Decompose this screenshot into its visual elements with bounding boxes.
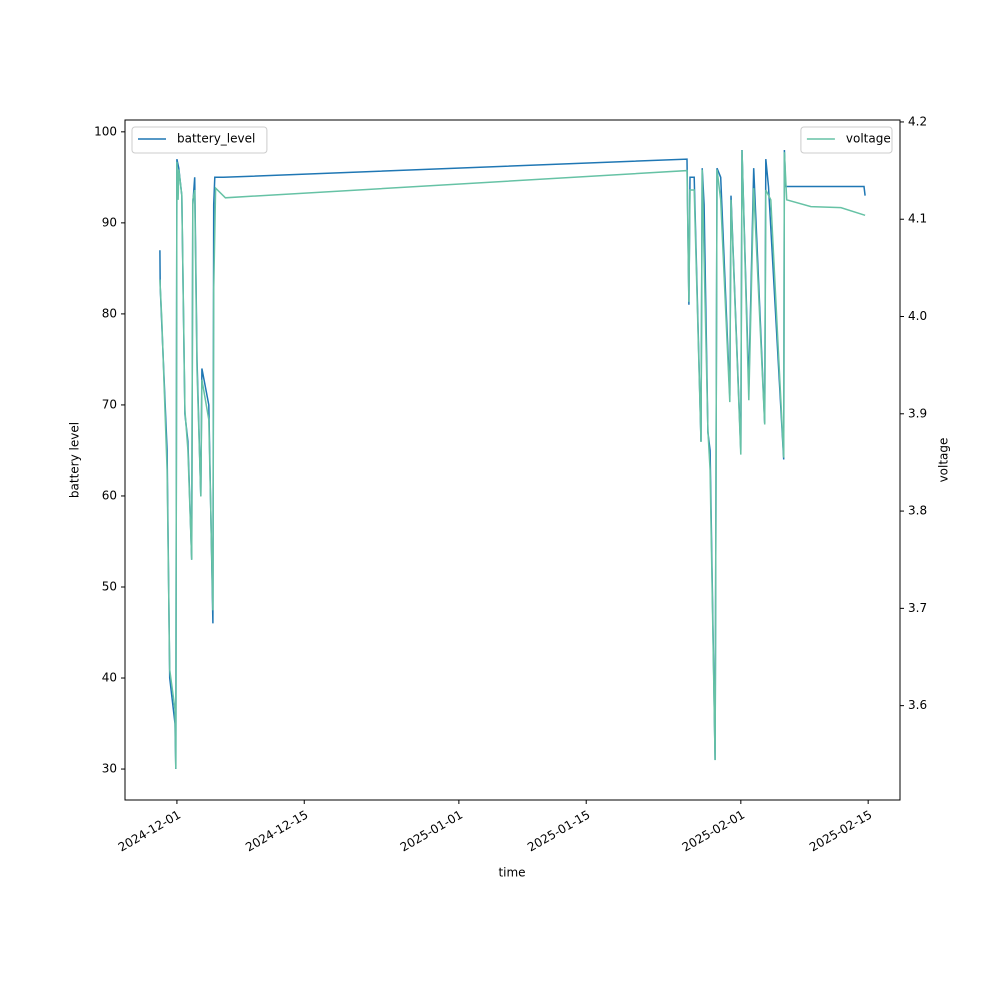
y2-tick-label: 3.7 — [908, 601, 927, 615]
y2-tick-label: 3.6 — [908, 698, 927, 712]
y-tick-label: 40 — [102, 671, 117, 685]
y2-tick-label: 3.8 — [908, 504, 927, 518]
y2-tick-label: 4.2 — [908, 114, 927, 128]
x-tick-label: 2024-12-15 — [243, 808, 310, 855]
y-tick-label: 30 — [102, 762, 117, 776]
x-tick-label: 2025-01-01 — [398, 808, 465, 855]
data-line — [159, 150, 866, 769]
y-tick-label: 90 — [102, 215, 117, 229]
y-tick-label: 60 — [102, 488, 117, 502]
legend-label: battery_level — [177, 132, 255, 146]
x-tick-label: 2024-12-01 — [116, 808, 183, 855]
y-tick-label: 100 — [94, 124, 117, 138]
y2-axis-label: voltage — [937, 438, 951, 483]
y2-tick-label: 3.9 — [908, 406, 927, 420]
y2-tick-label: 4.0 — [908, 309, 927, 323]
y2-tick-label: 4.1 — [908, 212, 927, 226]
legend-label: voltage — [846, 132, 891, 146]
legend-box — [131, 126, 268, 154]
data-line — [159, 149, 866, 770]
x-tick-label: 2025-02-15 — [807, 808, 874, 855]
x-tick-label: 2025-02-01 — [680, 808, 747, 855]
y-axis-label: battery level — [68, 422, 82, 498]
y-tick-label: 80 — [102, 306, 117, 320]
legend-box — [800, 126, 893, 154]
y-tick-label: 50 — [102, 579, 117, 593]
x-tick-label: 2025-01-15 — [525, 808, 592, 855]
y-tick-label: 70 — [102, 397, 117, 411]
x-axis-label: time — [498, 866, 525, 880]
axes-frame — [124, 119, 901, 801]
